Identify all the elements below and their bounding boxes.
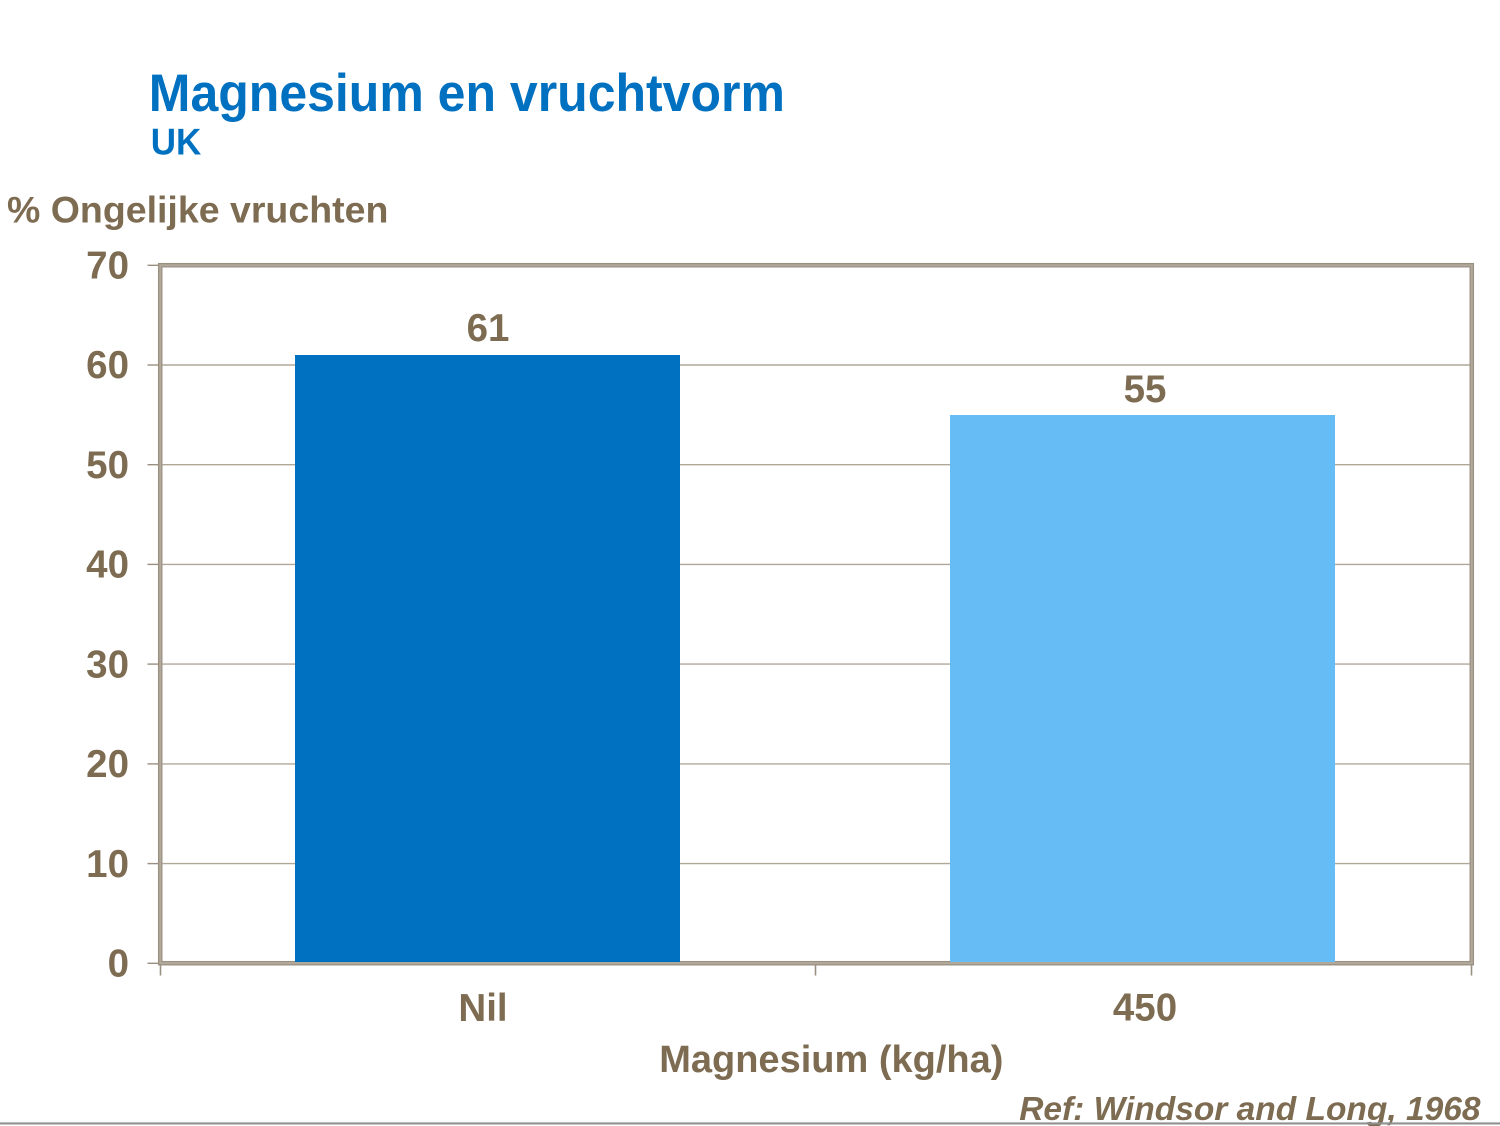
svg-text:0: 0 (108, 943, 129, 986)
svg-text:Nil: Nil (458, 987, 507, 1030)
svg-text:40: 40 (86, 544, 129, 587)
svg-text:60: 60 (86, 344, 129, 387)
svg-text:450: 450 (1113, 987, 1177, 1030)
svg-text:10: 10 (86, 843, 129, 886)
svg-text:50: 50 (86, 444, 129, 487)
svg-text:Magnesium en vruchtvorm: Magnesium en vruchtvorm (149, 64, 785, 122)
svg-text:Magnesium (kg/ha): Magnesium (kg/ha) (659, 1039, 1003, 1081)
svg-text:30: 30 (86, 643, 129, 686)
svg-text:55: 55 (1124, 368, 1167, 411)
svg-text:% Ongelijke vruchten: % Ongelijke vruchten (7, 189, 388, 231)
svg-text:61: 61 (467, 307, 510, 350)
svg-text:70: 70 (86, 245, 129, 288)
svg-text:UK: UK (151, 122, 202, 163)
svg-text:Ref: Windsor and Long, 1968: Ref: Windsor and Long, 1968 (1019, 1091, 1481, 1126)
svg-text:20: 20 (86, 743, 129, 786)
